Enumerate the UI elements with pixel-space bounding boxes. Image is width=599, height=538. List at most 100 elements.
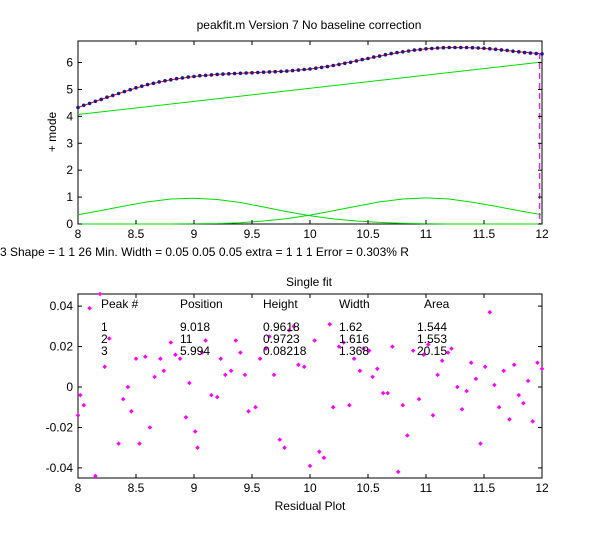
peak-table-header: Width (339, 297, 370, 311)
peak-table-cell: 2 (101, 332, 108, 346)
residual-point (351, 356, 357, 361)
residual-point (78, 392, 83, 398)
peak-table-header: Area (424, 297, 450, 311)
residual-point (380, 390, 386, 396)
peak-table-cell: 20.15 (417, 344, 447, 358)
residual-point (468, 360, 474, 365)
residual-point (410, 348, 416, 353)
residual-point (330, 404, 336, 410)
data-point (377, 54, 382, 58)
x-tick-label: 9 (191, 481, 198, 495)
x-tick-label: 9.5 (244, 227, 261, 241)
data-point (279, 69, 283, 74)
residual-point (81, 402, 87, 408)
residual-point (291, 324, 297, 329)
data-point (389, 51, 394, 56)
data-point (145, 82, 150, 87)
residual-point (282, 445, 287, 450)
data-point (522, 50, 527, 55)
data-point (482, 46, 486, 51)
residual-point (395, 469, 401, 475)
peak-table-header: Peak # (101, 297, 139, 311)
status-line: 3 Shape = 1 1 26 Min. Width = 0.05 0.05 … (0, 245, 409, 259)
y-tick-label: -0.02 (46, 420, 74, 434)
residual-point (496, 404, 502, 410)
y-tick-label: 4 (66, 109, 73, 123)
residual-point (161, 368, 167, 374)
residual-point (267, 334, 272, 339)
residual-point (416, 396, 422, 402)
data-point (314, 66, 318, 70)
peak-table-cell: 1.544 (417, 320, 447, 334)
data-point (261, 70, 266, 74)
x-tick-label: 8.5 (128, 481, 145, 495)
x-tick-label: 9 (191, 227, 198, 241)
data-point (453, 45, 457, 50)
residual-point (228, 368, 234, 374)
residual-point (521, 400, 526, 406)
component-curve-3 (78, 197, 543, 225)
data-point (192, 74, 196, 79)
data-point (215, 72, 219, 77)
bottom-x-axis-label: Residual Plot (275, 499, 346, 513)
residual-point (152, 374, 157, 380)
x-tick-label: 10 (303, 227, 317, 241)
residual-point (307, 463, 313, 469)
residual-point (361, 346, 366, 351)
y-tick-label: 6 (66, 56, 73, 70)
component-curve-1 (77, 61, 543, 115)
residual-point (439, 358, 445, 363)
residual-point (400, 402, 406, 408)
data-point (325, 64, 330, 69)
residual-point (312, 338, 317, 343)
residual-point (539, 366, 545, 372)
data-point (319, 65, 324, 70)
data-point (441, 45, 446, 50)
data-point (273, 69, 278, 74)
y-tick-label: 1 (66, 190, 73, 204)
peak-table-cell: 9.018 (180, 320, 210, 334)
y-tick-label: 2 (66, 163, 73, 177)
data-point (459, 45, 463, 50)
x-tick-label: 11 (420, 227, 433, 241)
residual-point (357, 368, 363, 374)
data-point (488, 47, 492, 51)
residual-point (286, 328, 292, 333)
data-point (435, 46, 440, 50)
data-point (157, 80, 161, 84)
data-point (290, 68, 295, 73)
data-point (186, 75, 190, 79)
data-point (395, 50, 399, 55)
residual-point (242, 372, 248, 378)
peak-table-header: Position (180, 297, 223, 311)
x-tick-label: 11 (420, 481, 433, 495)
residual-point (233, 338, 239, 343)
top-component-curves (77, 61, 543, 225)
peak-table-cell: 11 (180, 332, 193, 346)
peak-table-cell: 0.08218 (263, 344, 307, 358)
residual-point (516, 392, 522, 398)
residual-point (435, 372, 440, 378)
data-point (360, 57, 365, 62)
residual-point (366, 348, 372, 353)
data-point (87, 101, 92, 106)
residual-point (168, 340, 174, 345)
residual-point (449, 346, 454, 351)
x-tick-label: 11.5 (473, 227, 496, 241)
residual-point (487, 309, 493, 315)
top-chart-title: peakfit.m Version 7 No baseline correcti… (197, 18, 422, 32)
y-tick-label: 0 (66, 380, 73, 394)
x-tick-label: 9.5 (244, 481, 261, 495)
y-tick-label: 3 (66, 136, 73, 150)
y-tick-label: -0.04 (46, 461, 74, 475)
residual-point (445, 350, 451, 355)
x-tick-label: 12 (535, 227, 549, 241)
peak-table-cell: 1.62 (339, 320, 363, 334)
residual-point (253, 404, 258, 410)
residual-point (296, 362, 301, 368)
residual-point (375, 366, 380, 372)
residual-point (482, 364, 488, 370)
data-point (401, 50, 405, 54)
